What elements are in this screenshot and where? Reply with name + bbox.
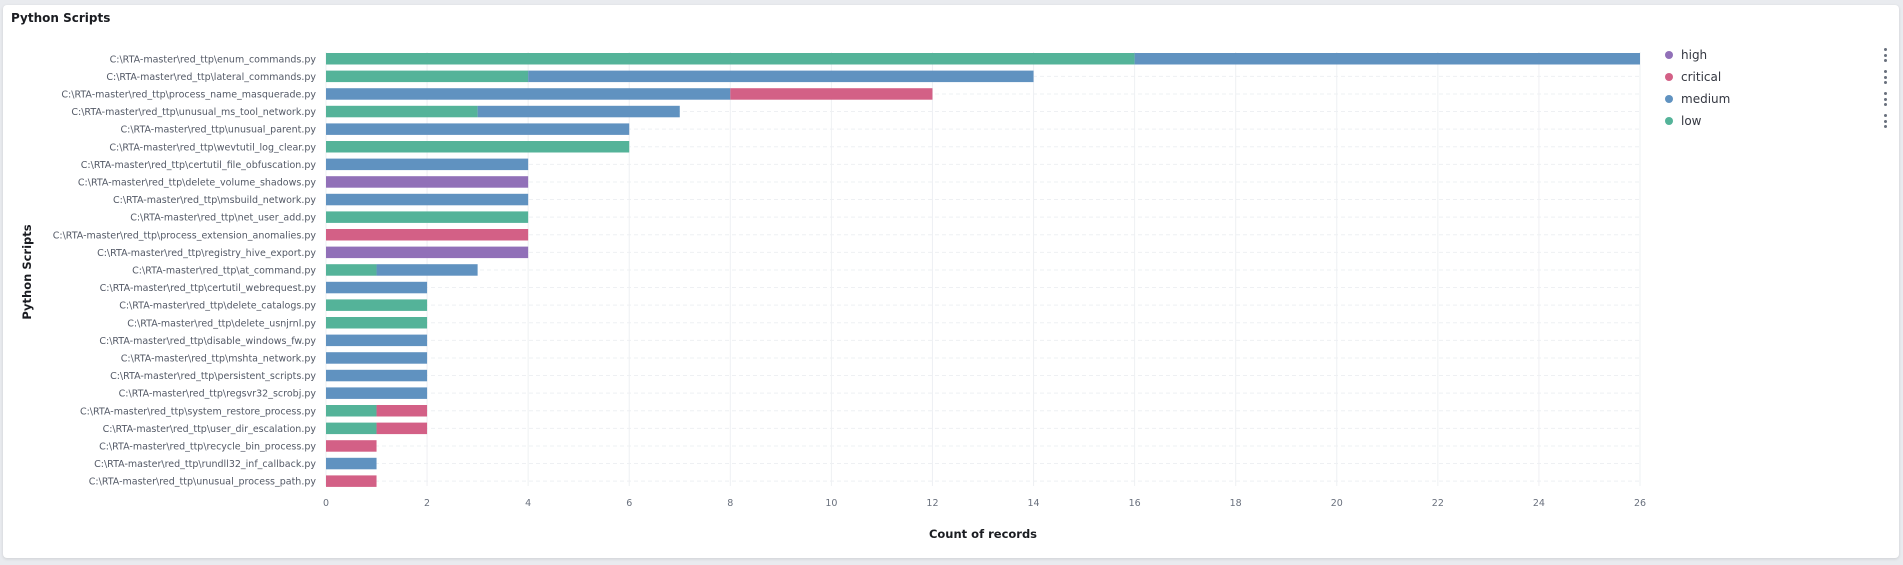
bar-chart: C:\RTA-master\red_ttp\enum_commands.py C:…: [20, 52, 1646, 541]
bar-segment-medium[interactable]: [326, 334, 428, 347]
category-label: C:\RTA-master\red_ttp\delete_catalogs.py: [119, 301, 316, 312]
legend-label: critical: [1681, 70, 1722, 84]
bar-segment-high[interactable]: [326, 246, 529, 259]
category-label: C:\RTA-master\red_ttp\user_dir_escalatio…: [103, 424, 317, 435]
bar-segment-low[interactable]: [326, 422, 377, 435]
chart-legend: high critical medium low: [1662, 44, 1888, 132]
category-label: C:\RTA-master\red_ttp\lateral_commands.p…: [106, 72, 316, 83]
legend-item-medium[interactable]: medium: [1662, 88, 1888, 110]
category-label: C:\RTA-master\red_ttp\unusual_parent.py: [121, 125, 317, 136]
legend-item-low[interactable]: low: [1662, 110, 1888, 132]
x-tick-label: 2: [424, 498, 430, 509]
bar-segment-medium[interactable]: [326, 352, 428, 364]
legend-item-critical[interactable]: critical: [1662, 66, 1888, 88]
x-tick-label: 26: [1634, 498, 1646, 509]
x-tick-label: 16: [1129, 498, 1141, 509]
category-label: C:\RTA-master\red_ttp\process_name_masqu…: [61, 89, 316, 100]
x-axis-title: Count of records: [929, 527, 1037, 541]
bar-segment-low[interactable]: [326, 70, 529, 83]
bar-segment-medium[interactable]: [326, 88, 731, 100]
category-label: C:\RTA-master\red_ttp\disable_windows_fw…: [99, 336, 316, 347]
category-label: C:\RTA-master\red_ttp\wevtutil_log_clear…: [109, 142, 316, 153]
bar-segment-medium[interactable]: [1134, 53, 1640, 65]
category-label: C:\RTA-master\red_ttp\registry_hive_expo…: [97, 248, 316, 259]
legend-options-icon[interactable]: [1882, 48, 1888, 62]
visualization-panel: Python Scripts: [3, 5, 1899, 558]
x-tick-label: 18: [1230, 498, 1242, 509]
bar-segment-critical[interactable]: [326, 229, 529, 241]
bar-segment-medium[interactable]: [477, 105, 680, 118]
legend-options-icon[interactable]: [1882, 92, 1888, 106]
category-label: C:\RTA-master\red_ttp\delete_usnjrnl.py: [127, 318, 316, 329]
x-tick-label: 4: [525, 498, 531, 509]
bar-segment-low[interactable]: [326, 299, 428, 311]
legend-item-high[interactable]: high: [1662, 44, 1888, 66]
x-tick-label: 24: [1533, 498, 1545, 509]
bar-segment-medium[interactable]: [326, 387, 428, 399]
bar-segment-medium[interactable]: [528, 70, 1034, 83]
panel-title: Python Scripts: [11, 11, 111, 25]
bar-segment-critical[interactable]: [376, 405, 428, 417]
category-labels: C:\RTA-master\red_ttp\enum_commands.py C:…: [53, 54, 317, 487]
bar-segment-medium[interactable]: [326, 457, 377, 470]
bar-segment-low[interactable]: [326, 264, 377, 276]
legend-options-icon[interactable]: [1882, 70, 1888, 84]
bar-segment-medium[interactable]: [326, 193, 529, 206]
legend-dot-icon: [1665, 73, 1673, 81]
bar-segment-critical[interactable]: [326, 440, 377, 452]
bar-segment-critical[interactable]: [376, 422, 428, 435]
bar-segment-medium[interactable]: [326, 158, 529, 171]
category-label: C:\RTA-master\red_ttp\certutil_webreques…: [100, 283, 317, 294]
bar-segment-low[interactable]: [326, 141, 630, 153]
bar-segment-medium[interactable]: [326, 123, 630, 135]
category-label: C:\RTA-master\red_ttp\mshta_network.py: [121, 353, 317, 364]
legend-dot-icon: [1665, 95, 1673, 103]
category-label: C:\RTA-master\red_ttp\unusual_process_pa…: [89, 477, 317, 488]
bars: [326, 53, 1640, 487]
legend-dot-icon: [1665, 117, 1673, 125]
bar-segment-critical[interactable]: [326, 475, 377, 487]
x-tick-label: 20: [1331, 498, 1343, 509]
y-axis-title: Python Scripts: [20, 224, 34, 319]
category-label: C:\RTA-master\red_ttp\unusual_ms_tool_ne…: [71, 107, 316, 118]
category-label: C:\RTA-master\red_ttp\enum_commands.py: [110, 54, 317, 65]
category-label: C:\RTA-master\red_ttp\persistent_scripts…: [110, 371, 316, 382]
x-tick-label: 0: [323, 498, 329, 509]
bar-segment-high[interactable]: [326, 176, 529, 188]
category-label: C:\RTA-master\red_ttp\at_command.py: [132, 265, 316, 276]
x-tick-label: 8: [727, 498, 733, 509]
bar-segment-low[interactable]: [326, 405, 377, 417]
legend-label: low: [1681, 114, 1702, 128]
category-label: C:\RTA-master\red_ttp\net_user_add.py: [130, 213, 316, 224]
category-label: C:\RTA-master\red_ttp\certutil_file_obfu…: [81, 160, 317, 171]
category-label: C:\RTA-master\red_ttp\rundll32_inf_callb…: [94, 459, 316, 470]
x-tick-label: 10: [825, 498, 837, 509]
bar-segment-medium[interactable]: [376, 264, 478, 276]
bar-segment-medium[interactable]: [326, 281, 428, 294]
bar-segment-low[interactable]: [326, 53, 1135, 65]
x-tick-label: 14: [1027, 498, 1039, 509]
bar-segment-critical[interactable]: [730, 88, 933, 100]
legend-options-icon[interactable]: [1882, 114, 1888, 128]
category-label: C:\RTA-master\red_ttp\msbuild_network.py: [113, 195, 316, 206]
bar-segment-low[interactable]: [326, 211, 529, 223]
category-label: C:\RTA-master\red_ttp\delete_volume_shad…: [78, 177, 316, 188]
category-label: C:\RTA-master\red_ttp\recycle_bin_proces…: [99, 441, 316, 452]
category-label: C:\RTA-master\red_ttp\process_extension_…: [53, 230, 317, 241]
x-axis-ticks: 0 2 4 6 8 10 12 14 16 18 20 22 24 26: [323, 498, 1646, 509]
legend-dot-icon: [1665, 51, 1673, 59]
legend-label: medium: [1681, 92, 1731, 106]
x-tick-label: 6: [626, 498, 632, 509]
bar-segment-medium[interactable]: [326, 369, 428, 382]
bar-segment-low[interactable]: [326, 105, 478, 118]
category-label: C:\RTA-master\red_ttp\regsvr32_scrobj.py: [119, 389, 317, 400]
bar-segment-low[interactable]: [326, 317, 428, 329]
x-tick-label: 22: [1432, 498, 1444, 509]
x-tick-label: 12: [926, 498, 938, 509]
legend-label: high: [1681, 48, 1708, 62]
category-label: C:\RTA-master\red_ttp\system_restore_pro…: [80, 406, 316, 417]
